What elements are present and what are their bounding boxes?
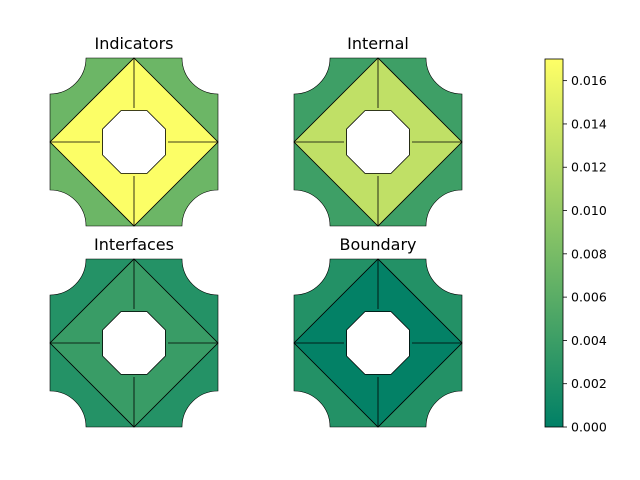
panel-title: Internal: [347, 34, 409, 53]
colorbar-tick-label: 0.004: [571, 333, 607, 348]
colorbar-tick-label: 0.012: [571, 160, 607, 175]
panel-title: Indicators: [94, 34, 173, 53]
mesh-diamond-cells: [49, 258, 219, 428]
colorbar-bar: [544, 58, 564, 428]
colorbar-ticks: 0.000 0.002 0.004 0.006 0.008 0.010 0.012 0.014…: [563, 73, 607, 435]
mesh-edges: [50, 259, 218, 427]
colorbar-tick-label: 0.002: [571, 376, 607, 391]
colorbar-tick-label: 0.014: [571, 116, 607, 131]
colorbar: 0.000 0.002 0.004 0.006 0.008 0.010 0.012 0.014…: [544, 58, 607, 435]
panel-boundary: Boundary: [293, 235, 463, 428]
colorbar-tick-label: 0.006: [571, 290, 607, 305]
colorbar-tick-label: 0.000: [571, 420, 607, 435]
panel-title: Boundary: [339, 235, 416, 254]
panel-title: Interfaces: [94, 235, 174, 254]
mesh-edges: [294, 58, 462, 226]
colorbar-tick-label: 0.016: [571, 73, 607, 88]
mesh-edges: [294, 259, 462, 427]
panel-interfaces: Interfaces: [49, 235, 219, 428]
colorbar-tick-label: 0.010: [571, 203, 607, 218]
mesh-edges: [50, 58, 218, 226]
colorbar-tick-label: 0.008: [571, 246, 607, 261]
panel-internal: Internal: [293, 34, 463, 227]
panel-indicators: Indicators: [49, 34, 219, 227]
